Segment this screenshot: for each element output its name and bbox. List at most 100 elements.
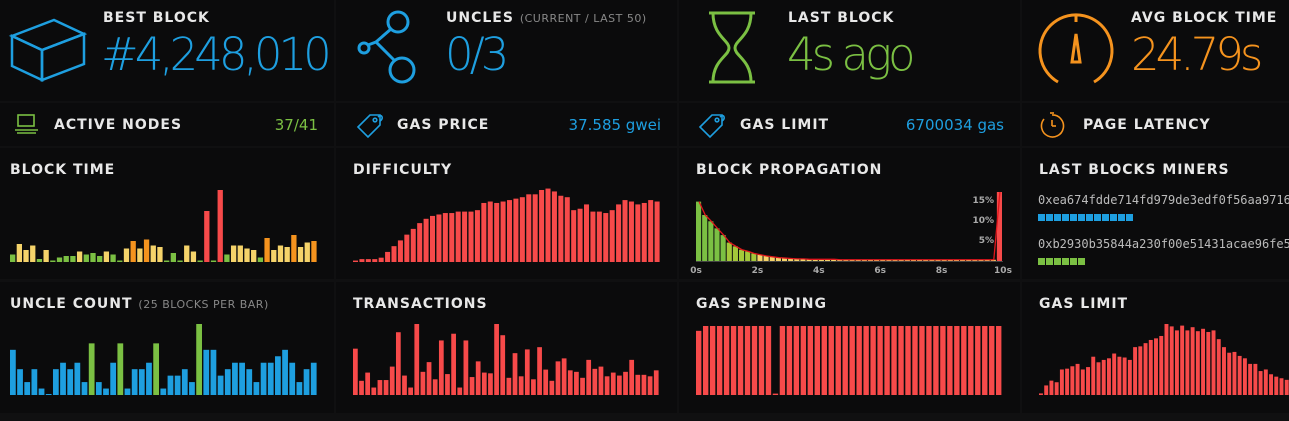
- gas-limit-chart: [1039, 324, 1289, 395]
- gas-limit-small-panel: GAS LIMIT 6700034 gas: [679, 103, 1020, 146]
- difficulty-bar: [500, 201, 506, 262]
- block-time-bar: [170, 253, 176, 262]
- block-time-bar: [50, 260, 56, 262]
- uncle-count-bar: [217, 375, 224, 395]
- block-time-bar: [291, 235, 297, 262]
- transactions-bar: [445, 374, 450, 395]
- gas-spending-bar: [898, 326, 904, 395]
- difficulty-chart: [353, 188, 660, 262]
- gas-limit-bar: [1039, 393, 1043, 395]
- block-time-bar: [150, 245, 156, 262]
- difficulty-bar: [391, 246, 397, 262]
- miner-address-2[interactable]: 0xb2930b35844a230f00e51431acae96fe543a03…: [1038, 237, 1289, 251]
- uncle-count-bar: [95, 382, 102, 395]
- gas-spending-bar: [772, 393, 779, 395]
- block-time-bar: [217, 190, 223, 262]
- miner-address-1[interactable]: 0xea674fdde714fd979de3edf0f56aa9716b898e…: [1038, 193, 1289, 207]
- uncle-count-sublabel: (25 BLOCKS PER BAR): [138, 298, 269, 311]
- gas-limit-bar: [1232, 351, 1237, 395]
- difficulty-bar: [635, 204, 641, 262]
- transactions-bar: [389, 366, 395, 395]
- gas-spending-bar: [758, 326, 765, 395]
- gas-limit-bar: [1248, 363, 1253, 395]
- gas-spending-bar: [751, 326, 758, 395]
- block-time-bar: [164, 260, 170, 262]
- gas-limit-panel: GAS LIMIT: [1022, 282, 1289, 413]
- block-propagation-bar: [769, 256, 775, 261]
- transactions-bar: [432, 379, 438, 395]
- uncle-count-bar: [282, 349, 288, 395]
- gas-limit-bar: [1127, 359, 1132, 395]
- block-propagation-bar: [794, 258, 800, 261]
- gas-spending-panel: GAS SPENDING: [679, 282, 1020, 413]
- transactions-bar: [586, 359, 592, 395]
- gas-limit-bar: [1180, 325, 1185, 395]
- avg-block-time-value: 24.79s: [1131, 28, 1263, 81]
- gas-spending-bar: [891, 326, 897, 395]
- block-propagation-bar: [738, 249, 745, 261]
- gas-spending-bar: [863, 326, 869, 395]
- gas-limit-bar: [1211, 330, 1216, 395]
- difficulty-bar: [609, 210, 615, 262]
- block-time-bar: [10, 254, 16, 262]
- page-latency-label: PAGE LATENCY: [1083, 117, 1211, 133]
- block-propagation-x-tick: 6s: [874, 266, 886, 276]
- gas-spending-bar: [814, 326, 820, 395]
- best-block-panel: BEST BLOCK #4,248,010: [0, 0, 334, 101]
- transactions-bar: [623, 371, 628, 395]
- gas-limit-bar: [1269, 374, 1274, 395]
- gas-spending-bar: [989, 326, 995, 395]
- last-block-label: LAST BLOCK: [788, 10, 895, 26]
- uncle-count-bar: [267, 362, 274, 395]
- uncles-sublabel: (CURRENT / LAST 50): [519, 12, 647, 25]
- gas-price-panel: GAS PRICE 37.585 gwei: [336, 103, 677, 146]
- gas-limit-bar: [1206, 331, 1211, 395]
- block-time-bar: [103, 251, 110, 262]
- gas-limit-bar: [1080, 369, 1085, 395]
- gas-spending-bar: [954, 326, 960, 395]
- transactions-bar: [524, 349, 530, 395]
- block-time-bar: [123, 248, 130, 262]
- uncle-count-bar: [146, 362, 152, 395]
- gas-limit-bar: [1117, 356, 1122, 395]
- transactions-bar: [359, 380, 364, 395]
- block-propagation-x-tick: 10s: [994, 266, 1012, 276]
- fork-icon: [357, 10, 416, 84]
- gas-limit-bar: [1054, 382, 1059, 395]
- block-propagation-bar: [763, 255, 769, 261]
- transactions-bar: [549, 380, 555, 395]
- difficulty-bar: [353, 260, 359, 262]
- uncle-count-bar: [310, 362, 317, 395]
- block-time-bar: [244, 248, 250, 262]
- uncle-count-panel: UNCLE COUNT (25 BLOCKS PER BAR): [0, 282, 334, 413]
- gas-limit-bar: [1159, 335, 1164, 395]
- difficulty-bar: [577, 208, 583, 262]
- miner-block-square: [1078, 258, 1085, 265]
- difficulty-bar: [564, 197, 570, 262]
- gas-spending-bar: [933, 326, 939, 395]
- block-propagation-x-tick: 2s: [752, 266, 764, 276]
- block-time-bar: [184, 245, 190, 262]
- laptop-icon: [15, 114, 38, 134]
- block-time-bar: [297, 247, 304, 262]
- uncles-value: 0/3: [445, 28, 509, 81]
- block-propagation-label: BLOCK PROPAGATION: [696, 162, 883, 178]
- transactions-bar: [506, 377, 512, 395]
- block-time-bar: [30, 245, 36, 262]
- gas-spending-chart: [696, 326, 1002, 395]
- gas-limit-bar: [1242, 358, 1247, 395]
- transactions-bar: [438, 340, 444, 395]
- transactions-bar: [592, 368, 598, 395]
- block-time-bar: [277, 245, 284, 262]
- gas-spending-bar: [744, 326, 751, 395]
- block-propagation-bar: [775, 257, 781, 261]
- gas-limit-bar: [1138, 346, 1143, 395]
- gas-limit-bar: [1201, 328, 1206, 395]
- transactions-bar: [567, 370, 573, 395]
- transactions-bar: [494, 324, 499, 395]
- gas-limit-bar: [1148, 339, 1153, 395]
- transactions-panel: TRANSACTIONS: [336, 282, 677, 413]
- uncle-count-bar: [232, 362, 238, 395]
- gas-spending-bar: [793, 326, 800, 395]
